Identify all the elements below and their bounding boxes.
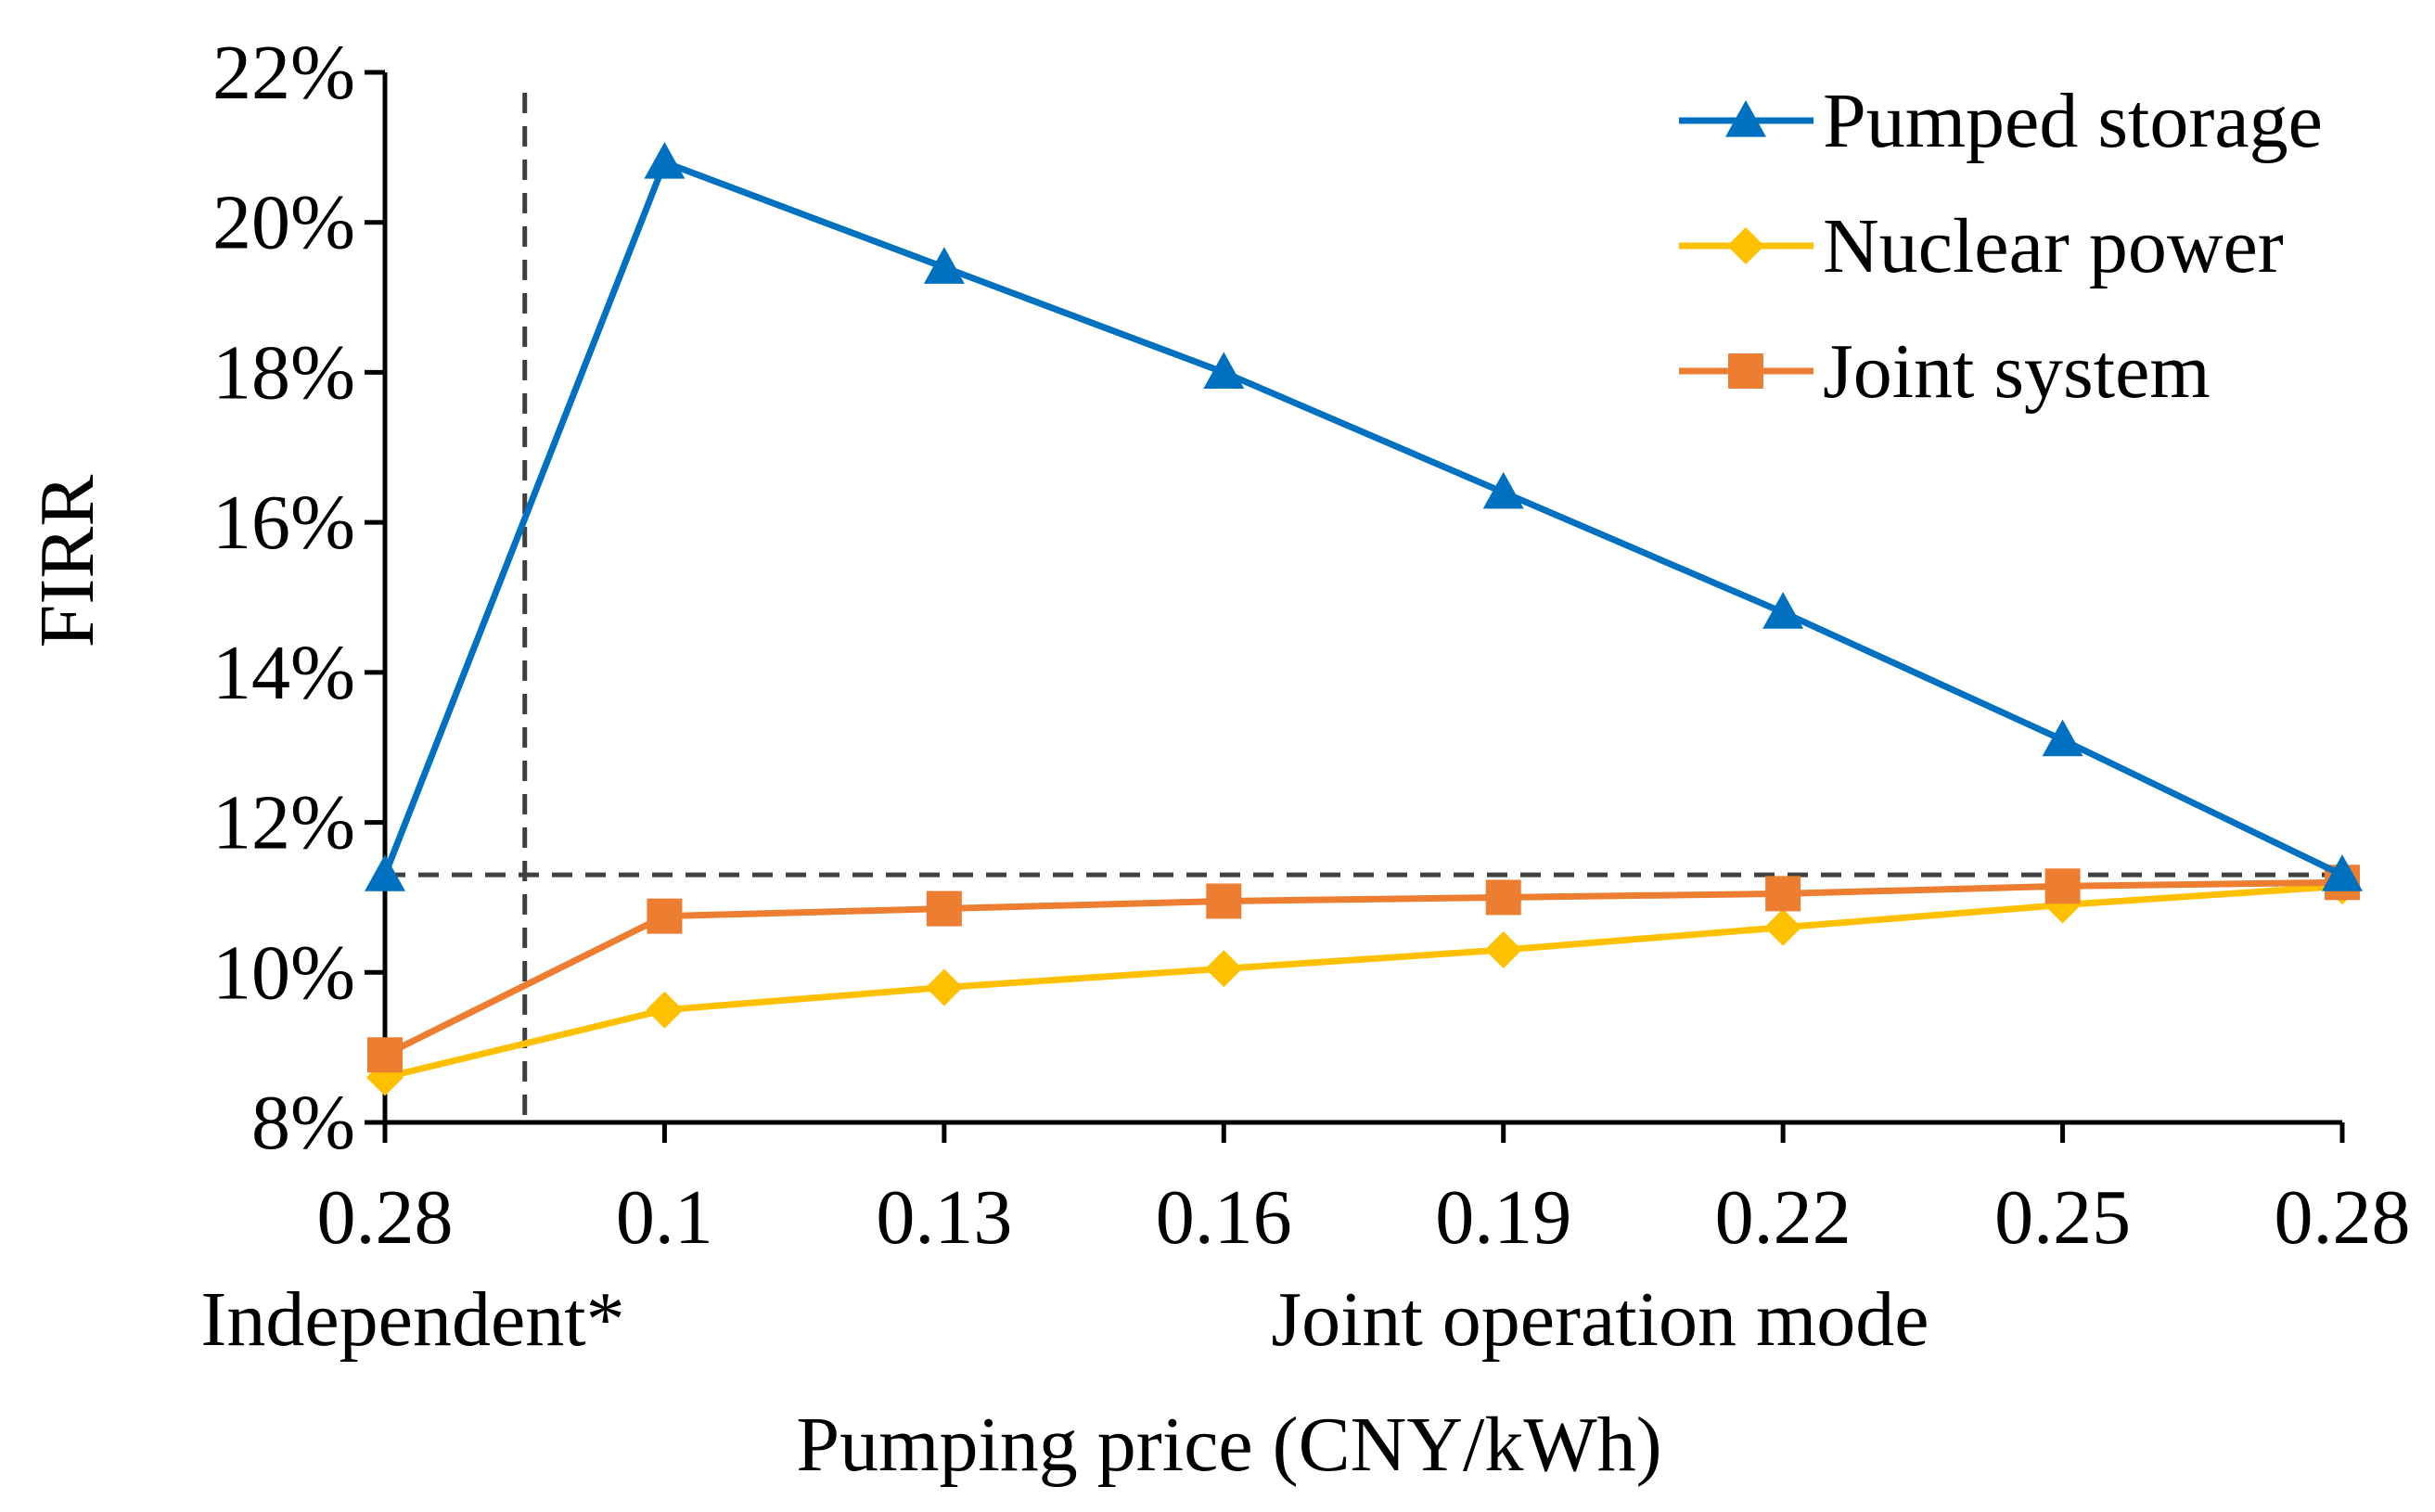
data-point-joint-system: [647, 898, 683, 934]
data-point-pumped-storage: [1762, 592, 1804, 629]
data-point-nuclear-power: [646, 991, 684, 1029]
y-tick-label: 22%: [212, 30, 355, 116]
legend-item-joint-system: Joint system: [1679, 328, 2211, 415]
data-point-pumped-storage: [644, 142, 686, 179]
series-line-nuclear-power: [384, 882, 2343, 1081]
series-line-joint-system: [383, 878, 2343, 1058]
data-point-pumped-storage: [923, 247, 965, 284]
x-tick-label: 0.28: [2275, 1174, 2411, 1261]
y-tick-label: 16%: [212, 480, 355, 566]
series-line-pumped-storage: [381, 159, 2344, 878]
data-point-pumped-storage: [2322, 854, 2363, 891]
data-point-nuclear-power: [1484, 931, 1522, 969]
group-label-independent: Independent*: [200, 1276, 624, 1363]
data-point-joint-system: [367, 1037, 403, 1073]
series-joint-system: [367, 865, 2360, 1073]
y-tick-label: 14%: [212, 630, 355, 716]
x-tick-label: 0.25: [1994, 1174, 2131, 1261]
y-tick-label: 8%: [251, 1080, 355, 1166]
x-tick-label: 0.13: [876, 1174, 1012, 1261]
data-point-pumped-storage: [1482, 471, 1524, 509]
y-axis-title: FIRR: [24, 475, 110, 648]
x-tick-label: 0.22: [1715, 1174, 1852, 1261]
x-tick-label: 0.16: [1156, 1174, 1292, 1261]
legend-label: Joint system: [1823, 328, 2211, 415]
legend-marker: [1728, 353, 1763, 389]
x-tick-label: 0.19: [1435, 1174, 1571, 1261]
group-label-joint: Joint operation mode: [1271, 1276, 1929, 1363]
data-point-joint-system: [926, 891, 962, 927]
data-point-pumped-storage: [365, 854, 405, 891]
x-axis-title: Pumping price (CNY/kWh): [796, 1402, 1661, 1488]
series-pumped-storage: [365, 142, 2363, 891]
data-point-joint-system: [1765, 876, 1801, 912]
data-point-joint-system: [2044, 868, 2081, 904]
legend-label: Nuclear power: [1823, 203, 2284, 289]
legend-item-nuclear-power: Nuclear power: [1679, 203, 2284, 289]
x-tick-label: 0.1: [616, 1174, 713, 1261]
y-tick-label: 20%: [212, 180, 355, 266]
data-point-joint-system: [1206, 883, 1242, 919]
data-point-pumped-storage: [1203, 352, 1245, 390]
legend-marker: [1725, 100, 1766, 137]
data-point-nuclear-power: [1764, 908, 1802, 946]
legend-item-pumped-storage: Pumped storage: [1679, 78, 2323, 164]
y-tick-label: 10%: [212, 929, 355, 1016]
data-point-nuclear-power: [925, 968, 963, 1006]
y-tick-label: 18%: [212, 329, 355, 416]
legend-marker: [1727, 227, 1764, 264]
data-point-nuclear-power: [1205, 950, 1243, 988]
x-tick-label: 0.28: [317, 1174, 454, 1261]
legend-label: Pumped storage: [1823, 78, 2323, 164]
y-tick-label: 12%: [212, 780, 355, 866]
data-point-pumped-storage: [2042, 719, 2083, 757]
data-point-joint-system: [1485, 879, 1521, 916]
